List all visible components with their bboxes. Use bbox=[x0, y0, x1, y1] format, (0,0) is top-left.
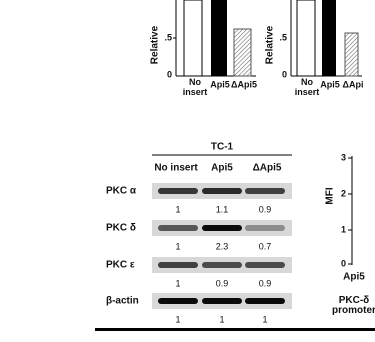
quantification: 1.1 bbox=[216, 204, 229, 214]
row-label: β-actin bbox=[106, 296, 139, 307]
bar bbox=[322, 0, 336, 76]
x-sublabel: PKC-δ promoter bbox=[332, 295, 375, 316]
x-label: Api5 bbox=[320, 79, 340, 89]
x-label: Api5 bbox=[210, 79, 230, 89]
quantification: 0.9 bbox=[259, 204, 272, 214]
western-blot: TC-1 No insert Api5 ΔApi5 PKC α 1 1.1 0.9 PK… bbox=[106, 142, 292, 324]
panel-top-right: Relative .5 0 No insert Api5 ΔApi bbox=[265, 0, 364, 97]
band bbox=[202, 262, 242, 268]
quantification: 1 bbox=[175, 278, 180, 288]
row-label: PKC α bbox=[106, 186, 137, 197]
panel-top-left: Relative .5 0 No insert Api5 ΔApi5 bbox=[150, 0, 257, 97]
band bbox=[158, 262, 198, 268]
band bbox=[245, 225, 285, 231]
column-header: No insert bbox=[154, 163, 198, 174]
band bbox=[158, 225, 198, 231]
bar bbox=[296, 0, 316, 77]
row-label: PKC δ bbox=[106, 223, 136, 234]
y-tick-label: 0 bbox=[282, 69, 287, 79]
y-tick-label: .5 bbox=[279, 32, 287, 42]
band bbox=[158, 298, 198, 304]
quantification: 1 bbox=[219, 314, 224, 324]
quantification: 1 bbox=[262, 314, 267, 324]
y-tick-label: 0 bbox=[167, 69, 172, 79]
quantification: 1 bbox=[175, 314, 180, 324]
y-tick-label: 3 bbox=[341, 152, 346, 162]
bar bbox=[344, 32, 359, 77]
panel-mfi: MFI 3 2 1 0 Api5 PKC-δ promoter bbox=[325, 152, 375, 315]
band bbox=[202, 225, 242, 231]
x-label: No insert bbox=[183, 77, 208, 97]
band bbox=[245, 262, 285, 268]
x-label: ΔApi5 bbox=[231, 79, 257, 89]
band bbox=[245, 188, 285, 194]
y-tick-label: 1 bbox=[341, 224, 346, 234]
quantification: 1 bbox=[175, 241, 180, 251]
x-label: No insert bbox=[295, 77, 320, 97]
quantification: 0.9 bbox=[216, 278, 229, 288]
band bbox=[158, 188, 198, 194]
quantification: 2.3 bbox=[216, 241, 229, 251]
bar bbox=[183, 0, 203, 77]
bar bbox=[233, 28, 252, 77]
column-header: Api5 bbox=[211, 163, 233, 174]
y-label: Relative bbox=[265, 25, 276, 64]
x-label: ΔApi bbox=[343, 79, 364, 89]
y-tick-label: 0 bbox=[341, 258, 346, 268]
column-header: ΔApi5 bbox=[253, 163, 282, 174]
row-label: PKC ε bbox=[106, 260, 135, 271]
band bbox=[202, 298, 242, 304]
blot-title: TC-1 bbox=[211, 142, 234, 153]
band bbox=[202, 188, 242, 194]
rule bbox=[95, 328, 375, 331]
band bbox=[245, 298, 285, 304]
y-label: Relative bbox=[150, 25, 161, 64]
bar bbox=[211, 0, 227, 76]
quantification: 1 bbox=[175, 204, 180, 214]
y-tick-label: .5 bbox=[164, 32, 172, 42]
quantification: 0.9 bbox=[259, 278, 272, 288]
y-tick-label: 2 bbox=[341, 188, 346, 198]
quantification: 0.7 bbox=[259, 241, 272, 251]
x-label: Api5 bbox=[343, 272, 365, 283]
y-label: MFI bbox=[325, 187, 336, 204]
